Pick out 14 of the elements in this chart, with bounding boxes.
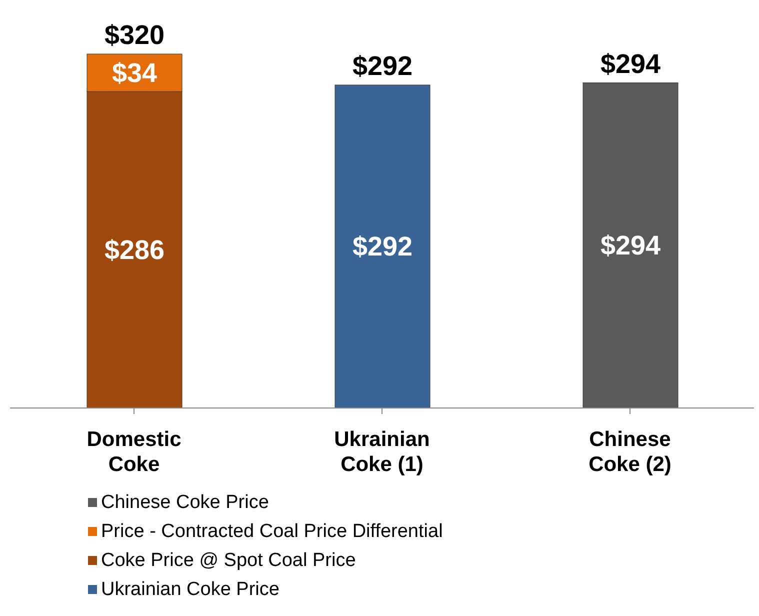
total-label: $320 <box>104 20 165 50</box>
legend-label: Ukrainian Coke Price <box>101 578 280 600</box>
x-tick-label: Domestic Coke <box>86 428 182 476</box>
x-tick-label: Ukrainian Coke (1) <box>334 428 430 476</box>
data-label: $286 <box>104 234 165 265</box>
data-label: $292 <box>352 231 413 262</box>
legend-label: Coke Price @ Spot Coal Price <box>101 550 356 572</box>
legend-label: Price - Contracted Coal Price Differential <box>101 520 443 542</box>
legend-label: Chinese Coke Price <box>101 492 269 514</box>
total-label: $294 <box>600 48 661 79</box>
data-label: $34 <box>112 58 158 88</box>
data-label: $294 <box>600 230 661 260</box>
x-tick-label: Chinese Coke (2) <box>588 428 672 476</box>
total-label: $292 <box>352 50 413 81</box>
